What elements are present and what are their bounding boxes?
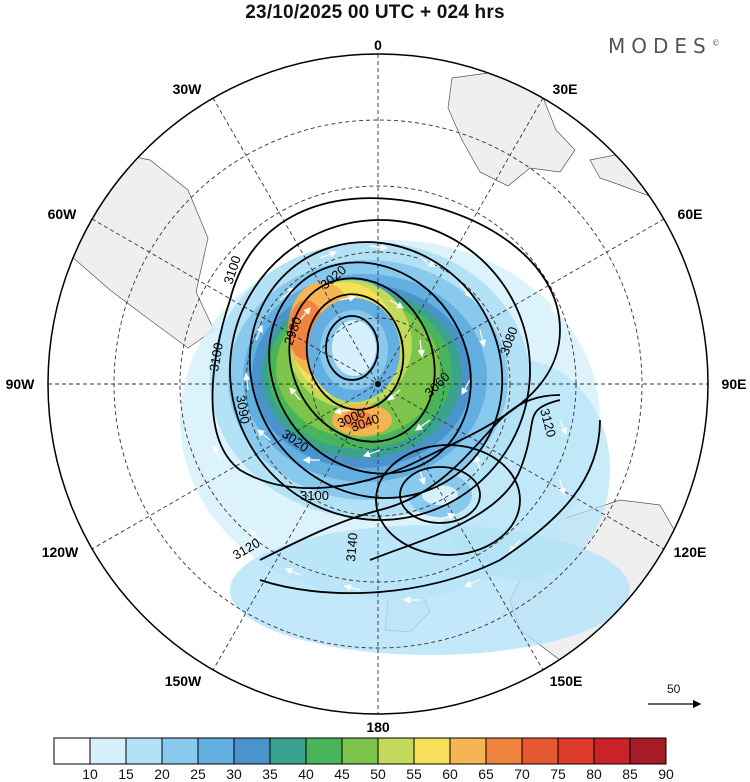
contour-label: 3100	[206, 341, 226, 372]
longitude-label-30w: 30W	[173, 81, 203, 97]
colorbar-swatch	[197, 737, 235, 765]
longitude-label-180: 180	[366, 719, 390, 735]
wind-scale-label: 50	[667, 682, 681, 696]
contour-label: 3140	[343, 532, 360, 562]
geopotential-contours	[211, 197, 601, 594]
colorbar-swatch	[269, 737, 307, 765]
colorbar-tick-label: 60	[442, 766, 458, 782]
contour-label: 3100	[300, 488, 329, 503]
colorbar-swatch	[341, 737, 379, 765]
colorbar-tick-label: 30	[226, 766, 242, 782]
colorbar-tick-label: 15	[118, 766, 134, 782]
colorbar-tick-label: 70	[514, 766, 530, 782]
modes-logo: MODES©	[608, 34, 720, 58]
colorbar-swatch	[233, 737, 271, 765]
colorbar-tick-label: 40	[298, 766, 314, 782]
wind-vectors	[213, 221, 606, 604]
colorbar-swatch	[305, 737, 343, 765]
longitude-label-150w: 150W	[165, 673, 202, 689]
colorbar-swatch	[125, 737, 163, 765]
south-pole-dot	[375, 381, 381, 387]
colorbar-tick-label: 65	[478, 766, 494, 782]
colorbar-tick-label: 35	[262, 766, 278, 782]
longitude-label-group: 0 30E 60E 90E 120E 150E 180 150W 120W 90…	[6, 37, 747, 735]
colorbar-tick-label: 80	[586, 766, 602, 782]
colorbar-tick-label: 75	[550, 766, 566, 782]
map-title: 23/10/2025 00 UTC + 024 hrs	[245, 2, 505, 23]
colorbar-tick-label: 25	[190, 766, 206, 782]
colorbar-swatch	[593, 737, 631, 765]
colorbar-swatch	[161, 737, 199, 765]
contour-label: 3120	[537, 407, 559, 439]
colorbar-swatch	[377, 737, 415, 765]
colorbar-swatch	[485, 737, 523, 765]
colorbar-swatch	[53, 737, 91, 765]
longitude-label-90w: 90W	[6, 376, 36, 392]
contour-label: 3090	[233, 394, 253, 425]
colorbar-swatch	[557, 737, 595, 765]
colorbar-tick-label: 50	[370, 766, 386, 782]
colorbar-swatch	[521, 737, 559, 765]
longitude-label-150e: 150E	[550, 673, 583, 689]
longitude-label-90e: 90E	[722, 376, 747, 392]
colorbar-tick-label: 90	[658, 766, 674, 782]
longitude-label-120e: 120E	[674, 544, 707, 560]
colorbar-swatch	[413, 737, 451, 765]
longitude-label-60w: 60W	[48, 206, 78, 222]
colorbar-tick-label: 20	[154, 766, 170, 782]
longitude-label-60e: 60E	[678, 206, 703, 222]
wind-speed-shading	[180, 240, 630, 655]
colorbar-tick-label: 45	[334, 766, 350, 782]
longitude-label-120w: 120W	[42, 544, 79, 560]
longitude-label-30e: 30E	[553, 81, 578, 97]
longitude-label-0: 0	[374, 37, 382, 53]
colorbar-swatch	[449, 737, 487, 765]
map-boundary	[47, 53, 709, 715]
colorbar-tick-label: 55	[406, 766, 422, 782]
colorbar-swatch	[89, 737, 127, 765]
colorbar-tick-label: 85	[622, 766, 638, 782]
colorbar-swatch	[629, 737, 667, 765]
colorbar-tick-label: 10	[82, 766, 98, 782]
colorbar	[53, 737, 667, 765]
